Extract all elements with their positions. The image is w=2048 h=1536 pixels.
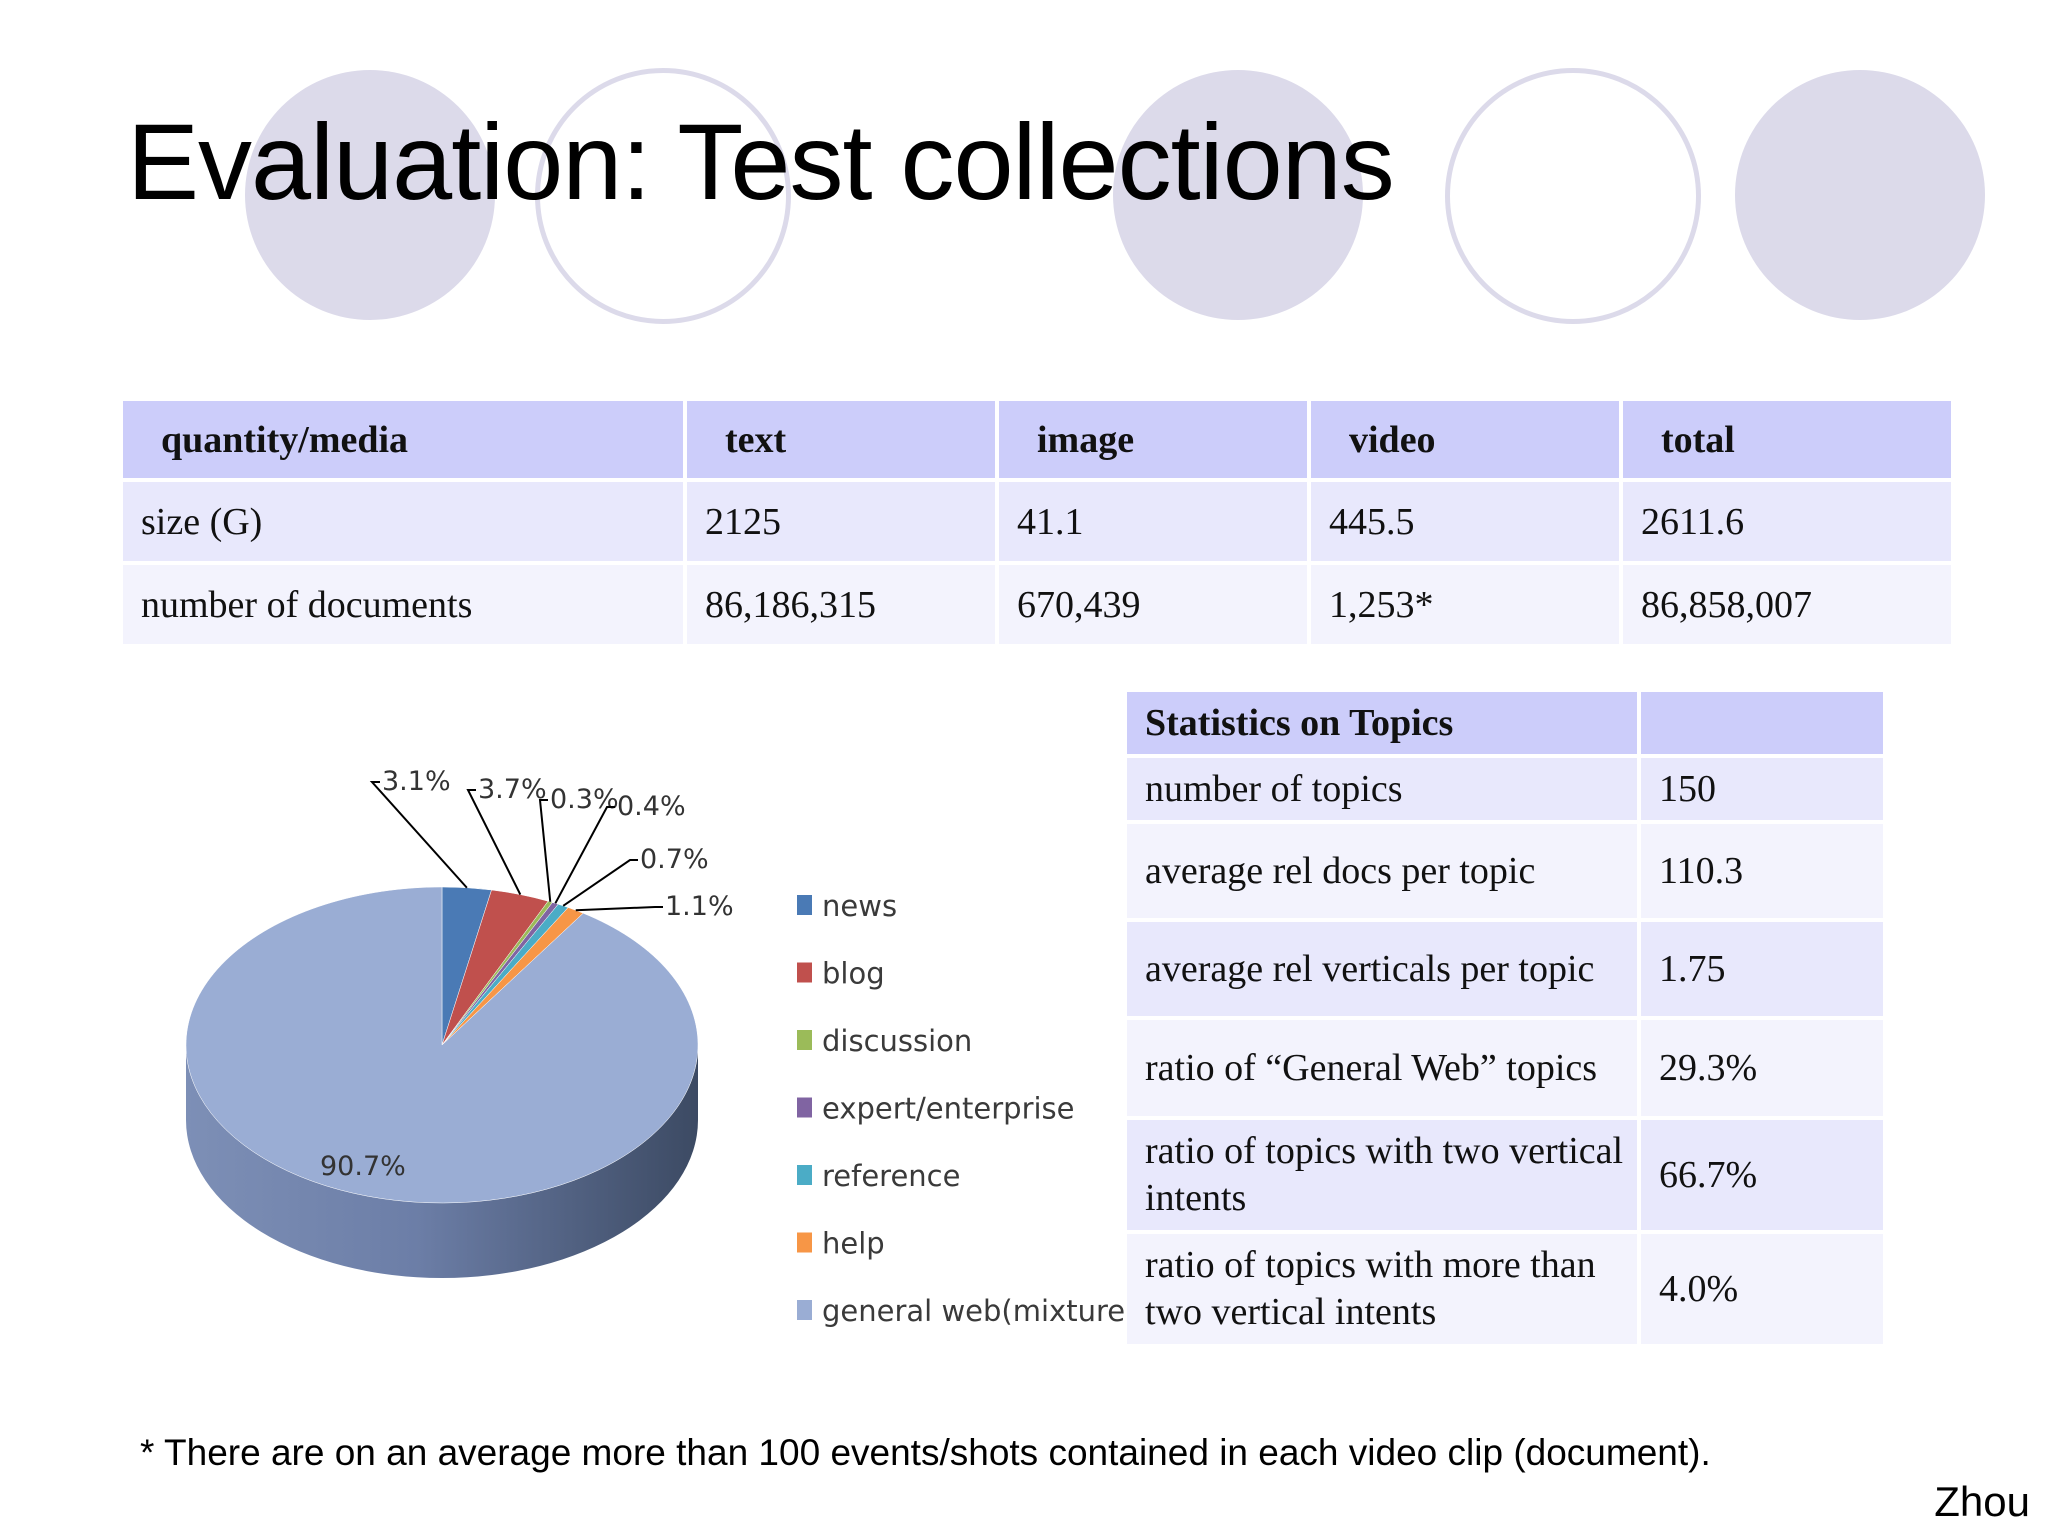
- pie-leader-line: [562, 859, 638, 907]
- decor-ring-1: [535, 68, 791, 324]
- topic-stat-label: ratio of topics with more than two verti…: [1127, 1234, 1637, 1344]
- legend-swatch-discussion: [797, 1030, 812, 1050]
- legend-label-reference: reference: [822, 1159, 960, 1193]
- media-header-video: video: [1311, 401, 1619, 478]
- cell-total: 86,858,007: [1623, 565, 1951, 644]
- cell-image: 41.1: [999, 482, 1307, 561]
- table-row: size (G) 2125 41.1 445.5 2611.6: [123, 482, 1951, 561]
- cell-text: 86,186,315: [687, 565, 995, 644]
- cell-image: 670,439: [999, 565, 1307, 644]
- topics-table: Statistics on Topics number of topics 15…: [1123, 688, 1887, 1348]
- pie-data-label: 90.7%: [320, 1151, 406, 1182]
- decor-ring-2: [1445, 68, 1701, 324]
- pie-data-label: 3.1%: [382, 766, 451, 797]
- row-label: number of documents: [123, 565, 683, 644]
- legend-swatch-news: [797, 895, 812, 915]
- legend-label-help: help: [822, 1227, 885, 1261]
- legend-swatch-help: [797, 1232, 812, 1253]
- legend-swatch-reference: [797, 1165, 812, 1185]
- decor-circle-2: [1113, 70, 1363, 320]
- topic-stat-label: average rel docs per topic: [1127, 824, 1637, 918]
- topic-stat-value: 150: [1641, 758, 1883, 820]
- cell-video: 1,253*: [1311, 565, 1619, 644]
- pie-leader-line: [575, 906, 663, 912]
- media-header-total: total: [1623, 401, 1951, 478]
- table-row: number of documents 86,186,315 670,439 1…: [123, 565, 1951, 644]
- legend-label-expert-enterprise: expert/enterprise: [822, 1092, 1075, 1126]
- topics-header-row: Statistics on Topics: [1127, 692, 1883, 754]
- chart-legend: news blog discussion expert/enterprise refer…: [797, 889, 1136, 1328]
- author-name: Zhou: [1934, 1478, 2030, 1525]
- media-header-row: quantity/media text image video total: [123, 401, 1951, 478]
- pie-data-label: 0.4%: [617, 791, 686, 822]
- topic-stat-label: ratio of topics with two vertical intent…: [1127, 1120, 1637, 1230]
- pie-data-label: 3.7%: [478, 774, 547, 805]
- topic-stat-label: average rel verticals per topic: [1127, 922, 1637, 1016]
- legend-label-blog: blog: [822, 957, 885, 991]
- decor-circle-3: [1735, 70, 1985, 320]
- topic-stat-value: 110.3: [1641, 824, 1883, 918]
- legend-label-news: news: [822, 889, 897, 923]
- pie-layer: 3.1% 3.7% 0.3%0.4% 0.7% 1.1% 90.7%: [185, 766, 734, 1278]
- topic-stat-label: number of topics: [1127, 758, 1637, 820]
- row-label: size (G): [123, 482, 683, 561]
- topic-stat-value: 1.75: [1641, 922, 1883, 1016]
- legend-swatch-general-web-mixture: [797, 1300, 812, 1320]
- page-title: Evaluation: Test collections: [127, 101, 1395, 222]
- legend-label-general-web-mixture: general web(mixture): [822, 1294, 1136, 1328]
- media-table: quantity/media text image video total si…: [119, 397, 1955, 648]
- table-row: ratio of topics with more than two verti…: [1127, 1234, 1883, 1344]
- table-row: average rel docs per topic 110.3: [1127, 824, 1883, 918]
- topic-stat-value: 4.0%: [1641, 1234, 1883, 1344]
- table-row: ratio of “General Web” topics 29.3%: [1127, 1020, 1883, 1116]
- media-header-quantity: quantity/media: [123, 401, 683, 478]
- cell-total: 2611.6: [1623, 482, 1951, 561]
- pie-leader-line: [466, 789, 522, 896]
- media-header-text: text: [687, 401, 995, 478]
- topic-stat-value: 66.7%: [1641, 1120, 1883, 1230]
- legend-label-discussion: discussion: [822, 1024, 972, 1058]
- pie-leader-line: [554, 806, 615, 904]
- pie-data-label: 1.1%: [665, 891, 734, 922]
- legend-swatch-blog: [797, 962, 812, 983]
- pie-slice-general-web-mixture: [185, 886, 699, 1204]
- cell-text: 2125: [687, 482, 995, 561]
- topic-stat-label: ratio of “General Web” topics: [1127, 1020, 1637, 1116]
- cell-video: 445.5: [1311, 482, 1619, 561]
- topic-stat-value: 29.3%: [1641, 1020, 1883, 1116]
- table-row: ratio of topics with two vertical intent…: [1127, 1120, 1883, 1230]
- footnote: * There are on an average more than 100 …: [140, 1432, 1711, 1473]
- pie-leader-line: [538, 799, 552, 902]
- table-row: average rel verticals per topic 1.75: [1127, 922, 1883, 1016]
- pie-data-label: 0.3%: [550, 784, 619, 815]
- topics-header: Statistics on Topics: [1127, 692, 1637, 754]
- pie-data-label: 0.7%: [640, 844, 709, 875]
- pie-side-wall: [186, 1045, 698, 1278]
- media-header-image: image: [999, 401, 1307, 478]
- legend-swatch-expert-enterprise: [797, 1097, 812, 1118]
- table-row: number of topics 150: [1127, 758, 1883, 820]
- topics-header-value: [1641, 692, 1883, 754]
- pie-leader-line: [369, 781, 468, 889]
- decor-circle-1: [245, 70, 495, 320]
